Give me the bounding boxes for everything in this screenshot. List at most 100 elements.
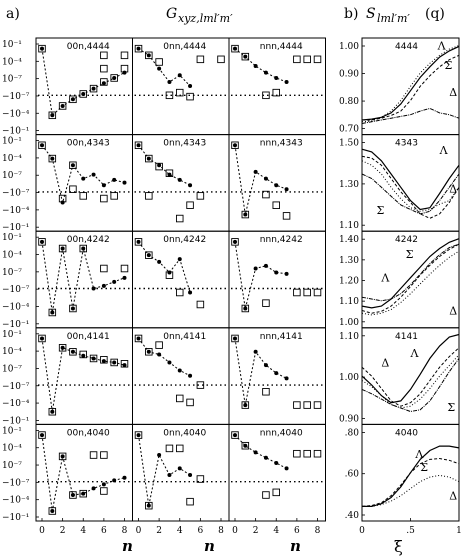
- panel-label: nnn,4141: [260, 332, 303, 342]
- series-line: [41, 241, 125, 313]
- data-point: [50, 310, 55, 315]
- subplot-00n-4343: 00n,4343: [35, 134, 133, 232]
- data-point: [284, 187, 289, 192]
- open-square: [231, 238, 239, 246]
- ytick-label: −10⁻⁷: [2, 285, 30, 295]
- open-square: [262, 388, 270, 396]
- data-point: [70, 493, 75, 498]
- data-point: [146, 503, 151, 508]
- ytick-label: 10⁻⁷: [2, 461, 22, 471]
- spectrum-ytick-label: 1.40: [339, 235, 359, 245]
- open-square: [100, 78, 108, 86]
- ytick-label: 10⁻⁷: [2, 171, 22, 181]
- data-point: [40, 433, 44, 438]
- open-square: [175, 444, 184, 453]
- open-square: [217, 55, 225, 64]
- subplot-frame: [228, 37, 326, 136]
- series-line: [234, 434, 287, 469]
- open-square: [293, 401, 301, 409]
- curve-tag: Σ: [447, 401, 455, 414]
- data-point: [146, 156, 151, 161]
- spectrum-label: 4444: [395, 42, 418, 52]
- open-square: [262, 491, 270, 499]
- data-point: [284, 376, 289, 381]
- data-point: [70, 306, 75, 311]
- data-point: [91, 356, 96, 361]
- open-square: [196, 475, 205, 483]
- data-point: [233, 239, 237, 244]
- ytick-label: 10⁻¹: [2, 233, 22, 243]
- spectrum-ytick-label: 0.90: [339, 414, 359, 424]
- open-square: [165, 271, 174, 279]
- open-square: [196, 55, 205, 64]
- xlabel-left-3: n: [290, 537, 301, 555]
- data-point: [112, 478, 117, 483]
- open-square: [38, 334, 46, 343]
- series-line: [138, 144, 191, 186]
- data-point: [91, 286, 96, 291]
- open-square: [69, 95, 77, 104]
- curve: [362, 54, 460, 121]
- data-point: [136, 143, 141, 148]
- xtick-label: 6: [294, 526, 300, 536]
- xtick-label: 4: [80, 526, 86, 536]
- open-square: [262, 190, 270, 199]
- open-square: [165, 169, 174, 177]
- open-square: [231, 44, 239, 53]
- data-point: [91, 172, 96, 177]
- open-square: [120, 264, 129, 273]
- left-title-sub: xyz,lml′m′: [178, 12, 233, 25]
- data-point: [40, 239, 44, 244]
- data-point: [101, 183, 106, 188]
- data-point: [40, 143, 44, 148]
- data-point: [157, 352, 162, 357]
- xtick-label: 4: [177, 526, 183, 536]
- open-square: [58, 344, 67, 352]
- series-line: [138, 241, 191, 293]
- xtick-label: 0: [232, 526, 238, 536]
- data-point: [243, 443, 248, 448]
- data-point: [122, 180, 127, 185]
- open-square: [231, 141, 239, 150]
- open-square: [79, 244, 87, 253]
- panel-label: 00n,4141: [67, 332, 110, 342]
- data-point: [157, 66, 162, 71]
- data-point: [233, 433, 237, 438]
- spectrum-xtick-label: 0: [359, 526, 365, 536]
- ytick-label: 10⁻¹: [2, 330, 22, 340]
- open-square: [175, 214, 184, 223]
- spectrum-panel-4242: 4242 1.40 1.30 1.20 1.10 1.00 Σ Λ Δ: [339, 230, 460, 329]
- open-square: [175, 288, 184, 297]
- open-square: [313, 449, 322, 458]
- panel-label: nnn,4444: [260, 42, 303, 52]
- subplot-00n-4141: 00n,4141: [35, 327, 133, 425]
- open-square: [313, 401, 322, 409]
- open-square: [282, 212, 291, 220]
- open-square: [186, 92, 194, 101]
- open-square: [313, 288, 322, 297]
- subplot-0nn-4343: 0nn,4343: [132, 134, 230, 232]
- data-point: [40, 46, 44, 51]
- data-point: [112, 75, 117, 80]
- subplot-nnn-4343: nnn,4343: [228, 134, 326, 232]
- data-point: [243, 54, 248, 59]
- xtick-label: 6: [101, 526, 107, 536]
- open-square: [79, 489, 87, 498]
- data-point: [146, 253, 151, 258]
- spectrum-ytick-label: 1.00: [339, 42, 359, 52]
- open-square: [145, 154, 153, 163]
- curve-tag: Λ: [437, 40, 447, 53]
- data-point: [81, 246, 86, 251]
- right-title-sub: lml′m′: [377, 12, 410, 25]
- ytick-label: 10⁻⁴: [2, 444, 22, 454]
- open-square: [196, 381, 205, 389]
- spectrum-ytick-label: 1.00: [339, 373, 359, 383]
- curve: [361, 354, 460, 409]
- xtick-label: 4: [273, 526, 279, 536]
- data-point: [50, 113, 55, 118]
- open-square: [272, 201, 281, 209]
- data-point: [284, 466, 289, 471]
- xlabel-right: ξ: [394, 537, 403, 556]
- data-point: [243, 403, 248, 408]
